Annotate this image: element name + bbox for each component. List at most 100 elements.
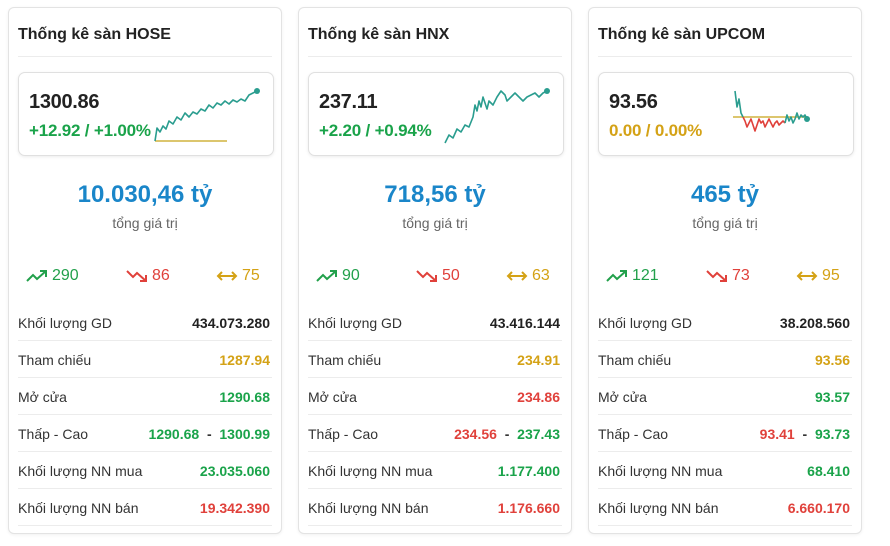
- total-value: 10.030,46 tỷ: [77, 181, 213, 208]
- stat-label: Thấp - Cao: [598, 426, 669, 442]
- unchanged: 63: [506, 267, 550, 285]
- high-value: 1300.99: [219, 426, 270, 442]
- index-summary-box[interactable]: 93.56 0.00 / 0.00%: [598, 72, 854, 156]
- stat-label: Thấp - Cao: [308, 426, 379, 442]
- stats-list: Khối lượng GD 38.208.560 Tham chiếu 93.5…: [598, 304, 852, 526]
- sparkline-endpoint: [544, 88, 550, 94]
- stats-list: Khối lượng GD 43.416.144 Tham chiếu 234.…: [308, 304, 562, 526]
- index-change: +2.20 / +0.94%: [319, 121, 432, 140]
- stats-list: Khối lượng GD 434.073.280 Tham chiếu 128…: [18, 304, 272, 526]
- stat-row-foreign-sell: Khối lượng NN bán 19.342.390: [18, 489, 272, 526]
- high-value: 237.43: [517, 426, 560, 442]
- index-summary-box[interactable]: 237.11 +2.20 / +0.94%: [308, 72, 564, 156]
- stat-value: 93.41 - 93.73: [760, 426, 850, 442]
- card-title: Thống kê sàn UPCOM: [598, 26, 766, 43]
- advancers: 121: [606, 267, 659, 285]
- stat-value: 19.342.390: [199, 500, 270, 516]
- range-separator: -: [504, 426, 510, 442]
- stat-label: Khối lượng NN bán: [308, 500, 429, 516]
- market-card-upcom: Thống kê sàn UPCOM 93.56 0.00 / 0.00% 46…: [588, 7, 862, 534]
- index-summary-box[interactable]: 1300.86 +12.92 / +1.00%: [18, 72, 274, 156]
- range-separator: -: [802, 426, 808, 442]
- stat-row-low-high: Thấp - Cao 234.56 - 237.43: [308, 415, 562, 452]
- stat-label: Tham chiếu: [598, 352, 672, 368]
- stat-row-foreign-buy: Khối lượng NN mua 68.410: [598, 452, 852, 489]
- stat-value: 93.56: [814, 352, 850, 368]
- decliners-count: 50: [442, 267, 460, 284]
- stat-row-open: Mở cửa 1290.68: [18, 378, 272, 415]
- low-value: 93.41: [759, 426, 795, 442]
- stat-row-volume: Khối lượng GD 43.416.144: [308, 304, 562, 341]
- card-title: Thống kê sàn HNX: [308, 26, 450, 43]
- decliners-count: 86: [152, 267, 170, 284]
- stat-label: Mở cửa: [598, 389, 647, 405]
- stat-label: Khối lượng NN mua: [18, 463, 143, 479]
- unchanged-count: 95: [822, 267, 840, 284]
- decliners: 50: [416, 267, 460, 285]
- high-value: 93.73: [814, 426, 850, 442]
- advancers-count: 90: [342, 267, 360, 284]
- trend-up-icon: [26, 270, 47, 282]
- stat-value: 434.073.280: [192, 315, 270, 331]
- index-sparkline: [444, 88, 550, 144]
- market-breadth: 121 73 95: [606, 267, 852, 287]
- stat-value: 234.86: [517, 389, 560, 405]
- card-title: Thống kê sàn HOSE: [18, 26, 171, 43]
- stat-row-foreign-buy: Khối lượng NN mua 23.035.060: [18, 452, 272, 489]
- trend-up-icon: [606, 270, 627, 282]
- stat-label: Mở cửa: [18, 389, 67, 405]
- decliners: 86: [126, 267, 170, 285]
- stat-row-open: Mở cửa 93.57: [598, 378, 852, 415]
- stat-label: Khối lượng GD: [18, 315, 113, 331]
- unchanged: 95: [796, 267, 840, 285]
- horizontal-arrows-icon: [506, 271, 528, 281]
- divider: [18, 56, 272, 57]
- total-value: 718,56 tỷ: [384, 181, 486, 208]
- unchanged-count: 63: [532, 267, 550, 284]
- index-sparkline: [154, 88, 260, 142]
- low-value: 1290.68: [148, 426, 200, 442]
- sparkline-endpoint: [254, 88, 260, 94]
- unchanged: 75: [216, 267, 260, 285]
- stat-value: 23.035.060: [199, 463, 270, 479]
- stat-value: 38.208.560: [779, 315, 850, 331]
- horizontal-arrows-icon: [216, 271, 238, 281]
- stat-label: Khối lượng GD: [308, 315, 403, 331]
- trend-down-icon: [706, 270, 727, 282]
- stat-row-reference: Tham chiếu 1287.94: [18, 341, 272, 378]
- decliners: 73: [706, 267, 750, 285]
- stat-row-foreign-buy: Khối lượng NN mua 1.177.400: [308, 452, 562, 489]
- index-value: 1300.86: [29, 91, 100, 113]
- advancers-count: 290: [52, 267, 79, 284]
- advancers: 90: [316, 267, 360, 285]
- stat-value: 68.410: [807, 463, 850, 479]
- total-label: tổng giá trị: [692, 215, 758, 231]
- stat-row-low-high: Thấp - Cao 1290.68 - 1300.99: [18, 415, 272, 452]
- trend-down-icon: [126, 270, 147, 282]
- stat-row-low-high: Thấp - Cao 93.41 - 93.73: [598, 415, 852, 452]
- range-separator: -: [206, 426, 212, 442]
- stat-value: 1.177.400: [497, 463, 560, 479]
- stat-row-volume: Khối lượng GD 38.208.560: [598, 304, 852, 341]
- low-value: 234.56: [454, 426, 497, 442]
- stat-label: Tham chiếu: [18, 352, 92, 368]
- stat-label: Khối lượng NN bán: [18, 500, 139, 516]
- market-breadth: 90 50 63: [316, 267, 562, 287]
- advancers: 290: [26, 267, 79, 285]
- stat-row-reference: Tham chiếu 234.91: [308, 341, 562, 378]
- trend-up-icon: [316, 270, 337, 282]
- stat-value: 93.57: [814, 389, 850, 405]
- stat-row-volume: Khối lượng GD 434.073.280: [18, 304, 272, 341]
- advancers-count: 121: [632, 267, 659, 284]
- stat-label: Mở cửa: [308, 389, 357, 405]
- stat-value: 1290.68 - 1300.99: [149, 426, 270, 442]
- index-change: 0.00 / 0.00%: [609, 121, 703, 140]
- market-breadth: 290 86 75: [26, 267, 272, 287]
- stat-label: Khối lượng NN mua: [598, 463, 723, 479]
- stat-value: 1287.94: [219, 352, 270, 368]
- index-value: 237.11: [319, 91, 378, 113]
- stat-value: 1.176.660: [497, 500, 560, 516]
- unchanged-count: 75: [242, 267, 260, 284]
- stat-row-open: Mở cửa 234.86: [308, 378, 562, 415]
- stat-label: Khối lượng NN mua: [308, 463, 433, 479]
